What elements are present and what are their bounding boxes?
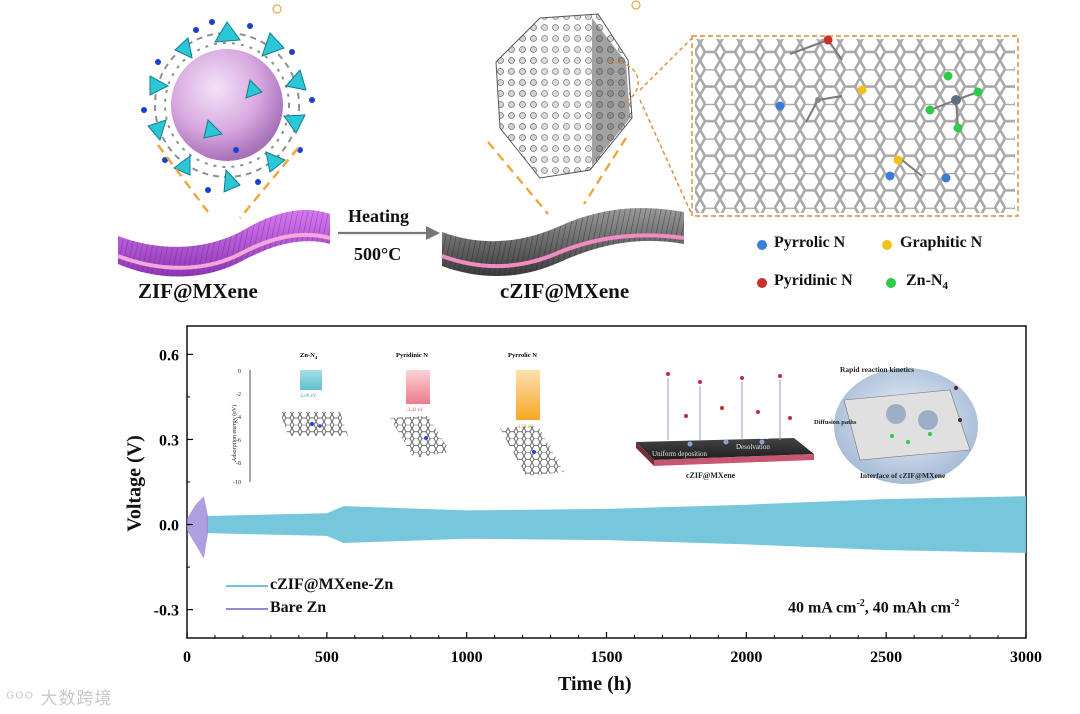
graphene-lattice <box>691 35 1019 217</box>
inset-val-pyridinic: -3.42 eV <box>406 408 424 413</box>
inset-ytick-3: -6 <box>236 438 241 444</box>
legend-pyridinic: Pyridinic N <box>774 272 853 289</box>
inset-ylabel: Adsorption energy (eV) <box>231 405 238 462</box>
scheme-slab-label: cZIF@MXene <box>686 471 736 480</box>
legend-dots <box>757 240 896 288</box>
green-dot-icon <box>886 278 896 288</box>
x-tick-label: 2000 <box>730 649 762 666</box>
legend-label-bare: Bare Zn <box>270 599 327 616</box>
x-tick-label: 3000 <box>1010 649 1042 666</box>
inset-ytick-2: -4 <box>236 415 241 421</box>
adsorption-inset-svg: 0 -2 -4 -6 -8 -10 Adsorption energy (eV)… <box>231 352 564 486</box>
yellow-dot-icon <box>882 240 892 250</box>
label-czif-mxene: cZIF@MXene <box>500 279 630 303</box>
legend-zn-n4-sub: 4 <box>942 280 948 293</box>
inset-val-zn-n4: -2.00 eV <box>299 394 317 399</box>
scheme-interface: Interface of cZIF@MXene <box>860 471 946 480</box>
inset-col-pyridinic: Pyridinic N <box>396 352 428 359</box>
zif-framework-icon <box>141 19 315 193</box>
y-axis-title: Voltage (V) <box>123 435 146 532</box>
czif-mxene-sheet <box>441 208 685 277</box>
deposition-inset-svg: Uniform deposition Desolvation Zn2+ cZIF… <box>636 365 978 484</box>
x-tick-label: 1500 <box>591 649 623 666</box>
scheme-desolvation: Desolvation <box>736 443 770 451</box>
legend-zn-n4-text: Zn-N <box>906 272 943 289</box>
inset-col-pyrrolic: Pyrrolic N <box>508 352 537 359</box>
chart-legend <box>226 585 268 610</box>
scheme-zn-ion: Zn2+ <box>760 433 774 441</box>
scheme-rapid-kinetics: Rapid reaction kinetics <box>840 365 914 374</box>
scheme-uniform-deposition: Uniform deposition <box>652 450 708 458</box>
x-tick-label: 1000 <box>451 649 483 666</box>
current-density-annotation: 40 mA cm-2, 40 mAh cm-2 <box>788 598 959 617</box>
annotation-sup2: -2 <box>951 598 960 609</box>
inset-bar-pyridinic <box>406 370 430 404</box>
y-tick-label: -0.3 <box>154 603 179 620</box>
watermark: ᴳᴼᴼ 大数跨境 <box>6 689 113 709</box>
scheme-diffusion: Diffusion paths <box>814 419 857 426</box>
heating-label: Heating <box>348 206 409 226</box>
top-schematic <box>117 0 1019 288</box>
inset-ytick-1: -2 <box>236 392 241 398</box>
inset-ytick-0: 0 <box>238 369 241 375</box>
legend-label-czif: cZIF@MXene-Zn <box>270 576 394 593</box>
zif-mxene-sheet <box>117 210 331 277</box>
x-tick-label: 0 <box>183 649 191 666</box>
label-zif-mxene: ZIF@MXene <box>138 279 258 303</box>
inset-ytick-4: -8 <box>236 461 241 467</box>
heating-arrow <box>338 226 440 240</box>
inset-ytick-5: -10 <box>233 480 241 486</box>
red-dot-icon <box>757 278 767 288</box>
annotation-part1: 40 mA cm <box>788 599 857 617</box>
inset-bar-pyrrolic <box>516 370 540 420</box>
series-bare-zn <box>187 496 208 559</box>
lattice-n-atoms <box>775 35 983 183</box>
deposition-inset: Uniform deposition Desolvation Zn2+ cZIF… <box>630 360 988 490</box>
inset-bar-zn-n4 <box>300 370 322 390</box>
legend-pyrrolic: Pyrrolic N <box>774 234 846 251</box>
inset-lattice-2 <box>390 416 450 458</box>
x-axis-title: Time (h) <box>558 673 632 695</box>
blue-dot-icon <box>757 240 767 250</box>
czif-polyhedron-icon <box>495 13 633 179</box>
x-tick-label: 2500 <box>870 649 902 666</box>
legend-graphitic: Graphitic N <box>900 234 983 251</box>
adsorption-inset: 0 -2 -4 -6 -8 -10 Adsorption energy (eV)… <box>228 342 588 492</box>
y-tick-label: 0.0 <box>159 518 179 535</box>
x-tick-label: 500 <box>315 649 339 666</box>
annotation-sup1: -2 <box>856 598 865 609</box>
y-tick-label: 0.6 <box>159 347 179 364</box>
inset-col-zn-n4: Zn-N4 <box>300 352 318 360</box>
annotation-part2: , 40 mAh cm <box>864 599 951 617</box>
inset-lattice-3 <box>500 426 564 476</box>
series-czif-mxene-zn <box>206 496 1027 553</box>
legend-zn-n4: Zn-N4 <box>906 272 948 292</box>
y-tick-label: 0.3 <box>159 432 179 449</box>
temperature-label: 500°C <box>354 244 402 264</box>
